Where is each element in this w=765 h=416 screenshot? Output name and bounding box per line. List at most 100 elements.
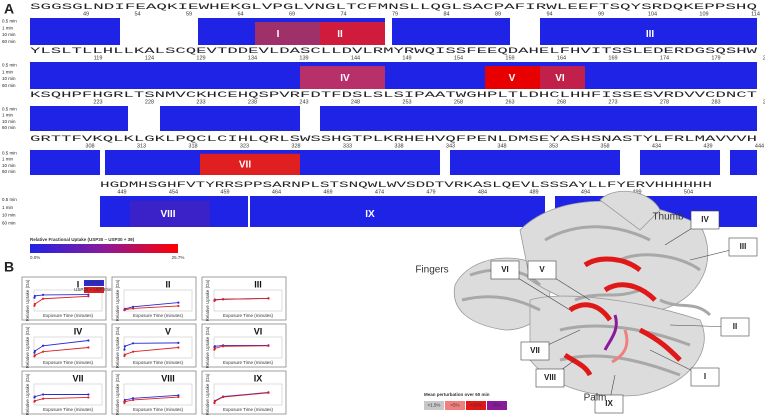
uptake-point <box>131 342 135 345</box>
residue-number: 258 <box>454 99 463 105</box>
x-axis-label: Exposure Time (minutes) <box>133 313 184 318</box>
ribbon <box>659 298 712 317</box>
plot-label: VIII <box>161 373 175 383</box>
y-axis-label: Relative Uptake (Da) <box>205 326 210 368</box>
uptake-point <box>87 339 90 342</box>
residue-number: 164 <box>557 55 566 61</box>
residue-number: 49 <box>83 11 89 17</box>
perturbed-ribbon <box>603 314 618 351</box>
region-label: VIII <box>160 209 175 220</box>
ribbon-domain <box>529 295 705 397</box>
residue-number: 318 <box>188 143 197 149</box>
uptake-point <box>177 395 180 399</box>
time-point: 0.5 min <box>2 150 17 155</box>
perturbed-ribbon <box>603 282 657 302</box>
residue-number: 233 <box>196 99 205 105</box>
ribbon-domain <box>599 191 661 231</box>
residue-number: 494 <box>581 189 590 195</box>
y-axis-label: Relative Uptake (Da) <box>25 373 30 415</box>
protein-structure <box>453 191 712 397</box>
residue-number: 484 <box>478 189 487 195</box>
uptake-point <box>33 351 36 354</box>
residue-number: 228 <box>145 99 154 105</box>
plot-area <box>33 383 103 406</box>
region-label: III <box>646 29 655 40</box>
region-box <box>690 367 720 387</box>
region-box <box>520 341 550 361</box>
time-point: 10 min <box>2 163 16 168</box>
x-axis-label: Exposure Time (minutes) <box>133 360 184 365</box>
residue-number: 218 <box>763 55 765 61</box>
y-axis-label: Relative Uptake (Da) <box>115 326 120 368</box>
residue-number: 328 <box>291 143 300 149</box>
time-point: 60 min <box>2 220 16 225</box>
plot-label: IV <box>74 326 83 336</box>
uptake-patch <box>200 153 300 175</box>
region-label: VII <box>530 346 540 355</box>
x-axis-label: Exposure Time (minutes) <box>223 313 274 318</box>
uptake-block <box>30 18 120 45</box>
uptake-point <box>177 346 180 349</box>
legend-swatch <box>84 280 104 286</box>
perturbed-ribbon <box>568 302 613 322</box>
time-point: 0.5 min <box>2 106 17 111</box>
uptake-point <box>33 296 36 299</box>
uptake-point <box>267 344 270 347</box>
region-label: V <box>539 265 545 274</box>
uptake-point <box>33 349 37 353</box>
ribbon <box>619 253 701 272</box>
uptake-point <box>131 397 135 400</box>
plot-frame <box>21 323 107 368</box>
uptake-point <box>33 395 37 398</box>
uptake-point <box>123 348 126 351</box>
residue-number: 54 <box>134 11 140 17</box>
residue-number: 79 <box>392 11 398 17</box>
residue-number: 343 <box>446 143 455 149</box>
residue-number: 499 <box>632 189 641 195</box>
residue-number: 74 <box>340 11 346 17</box>
uptake-block <box>250 196 545 227</box>
y-axis-label: Relative Uptake (Da) <box>205 279 210 321</box>
uptake-block <box>540 18 757 45</box>
uptake-point <box>131 307 135 310</box>
domain-label: Palm <box>584 393 607 404</box>
legend-entry: USP30 + USP30inh <box>74 287 114 292</box>
y-axis-label: Relative Uptake (Da) <box>25 279 30 321</box>
legend-swatch <box>466 401 486 410</box>
residue-number: 154 <box>454 55 463 61</box>
perturbed-ribbon <box>611 329 629 364</box>
plot-frame <box>201 370 287 415</box>
uptake-point <box>33 354 37 357</box>
legend-swatch <box>424 401 444 410</box>
residue-number: 439 <box>703 143 712 149</box>
residue-number: 139 <box>299 55 308 61</box>
uptake-point <box>41 397 45 400</box>
uptake-point <box>87 295 90 298</box>
region-label: IX <box>605 399 613 408</box>
sequence: GRTTFVKQLKLGKLPQCLCIHLQRLSWSSHGTPLKRHEHV… <box>30 135 757 144</box>
time-point: 1 min <box>2 25 14 30</box>
x-axis-label: Exposure Time (minutes) <box>43 313 94 318</box>
region-label: IV <box>701 215 709 224</box>
uptake-point <box>131 398 135 402</box>
plot-label: I <box>77 279 80 289</box>
time-point: 1 min <box>2 205 14 210</box>
legend-entry: <1.5% <box>428 403 441 408</box>
uptake-point <box>213 401 216 404</box>
uptake-block <box>160 106 300 131</box>
domain-label: Fingers <box>415 265 448 276</box>
uptake-point <box>33 302 37 306</box>
uptake-patch <box>130 200 210 227</box>
uptake-point <box>123 400 127 403</box>
region-box <box>720 317 750 337</box>
legend-title: Mean perturbation over 60 min <box>424 392 490 397</box>
residue-number: 333 <box>343 143 352 149</box>
residue-number: 283 <box>711 99 720 105</box>
uptake-patch <box>540 66 585 89</box>
x-axis-label: Exposure Time (minutes) <box>133 407 184 412</box>
region-label: VI <box>501 265 509 274</box>
uptake-point <box>123 345 127 348</box>
uptake-patch <box>485 66 540 89</box>
residue-number: 278 <box>660 99 669 105</box>
